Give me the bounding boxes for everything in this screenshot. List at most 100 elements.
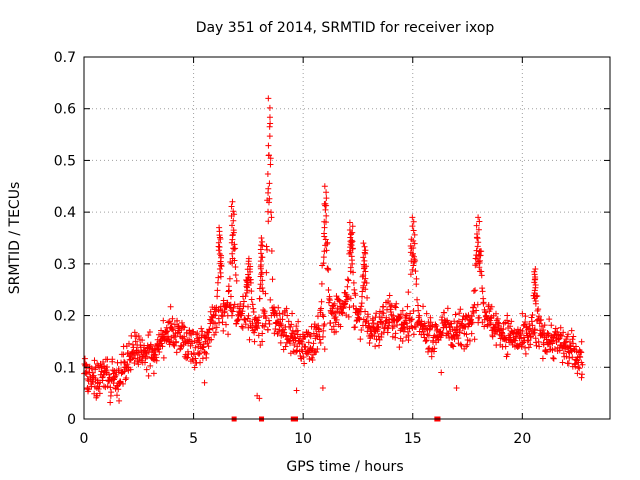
data-point (163, 328, 170, 335)
data-point (311, 321, 318, 328)
data-point (428, 353, 435, 360)
data-point (565, 360, 572, 367)
data-point (113, 392, 120, 399)
data-point (104, 364, 111, 371)
data-point (362, 268, 369, 275)
data-point (432, 321, 439, 328)
data-point (413, 275, 420, 282)
data-point (570, 333, 577, 340)
data-point (233, 277, 240, 284)
data-point (189, 328, 196, 335)
data-point (468, 313, 475, 320)
data-point (293, 387, 300, 394)
data-point (336, 298, 343, 305)
y-tick-label: 0.7 (54, 50, 76, 66)
data-point (279, 316, 286, 323)
data-point (107, 399, 114, 406)
data-point (556, 335, 563, 342)
data-point (135, 361, 142, 368)
data-point (212, 329, 219, 336)
chart-title: Day 351 of 2014, SRMTID for receiver ixo… (196, 20, 495, 36)
data-point (271, 330, 278, 337)
data-point (380, 303, 387, 310)
data-point (260, 306, 267, 313)
data-point (399, 338, 406, 345)
data-point (199, 355, 206, 362)
data-point (385, 322, 392, 329)
data-point (382, 318, 389, 325)
data-point (405, 289, 412, 296)
data-point (101, 362, 108, 369)
data-point (259, 285, 266, 292)
data-point (229, 236, 236, 243)
data-point (321, 321, 328, 328)
data-point (542, 348, 549, 355)
data-point (220, 297, 227, 304)
data-point (150, 370, 157, 377)
data-point (230, 217, 237, 224)
data-point (396, 315, 403, 322)
data-point (215, 239, 222, 246)
data-point (259, 277, 266, 284)
data-point (298, 347, 305, 354)
data-point (256, 295, 263, 302)
data-point (541, 322, 548, 329)
data-point (177, 346, 184, 353)
data-point (170, 327, 177, 334)
data-point (359, 293, 366, 300)
data-point (578, 338, 585, 345)
data-point (409, 223, 416, 230)
data-point (266, 114, 273, 121)
data-point (198, 325, 205, 332)
data-point (526, 325, 533, 332)
data-point (124, 361, 131, 368)
data-point (350, 279, 357, 286)
data-point (301, 360, 308, 367)
data-point (229, 250, 236, 257)
data-point (269, 276, 276, 283)
data-point (314, 345, 321, 352)
data-point (478, 272, 485, 279)
data-point (230, 208, 237, 215)
data-point (538, 323, 545, 330)
data-point (283, 305, 290, 312)
data-point (472, 287, 479, 294)
data-point (344, 276, 351, 283)
data-point (244, 284, 251, 291)
data-point (194, 330, 201, 337)
data-point (531, 268, 538, 275)
data-point (278, 322, 285, 329)
data-point (325, 266, 332, 273)
data-point (159, 343, 166, 350)
data-point (522, 313, 529, 320)
data-point (477, 268, 484, 275)
data-point (453, 384, 460, 391)
data-point (239, 324, 246, 331)
data-point (525, 337, 532, 344)
data-point (550, 355, 557, 362)
data-point (94, 392, 101, 399)
data-point (366, 340, 373, 347)
data-point (579, 371, 586, 378)
data-point (345, 313, 352, 320)
data-point (195, 351, 202, 358)
data-point (539, 355, 546, 362)
x-tick-label: 20 (513, 431, 531, 447)
data-point (242, 293, 249, 300)
data-point (294, 343, 301, 350)
data-point (205, 343, 212, 350)
data-point (457, 306, 464, 313)
data-point (522, 319, 529, 326)
data-point (474, 235, 481, 242)
data-point (164, 328, 171, 335)
data-point (229, 222, 236, 229)
data-point (318, 298, 325, 305)
data-point (319, 333, 326, 340)
data-point (412, 268, 419, 275)
data-point (230, 304, 237, 311)
data-point (100, 359, 107, 366)
data-point (393, 300, 400, 307)
data-point (216, 319, 223, 326)
data-point (574, 370, 581, 377)
